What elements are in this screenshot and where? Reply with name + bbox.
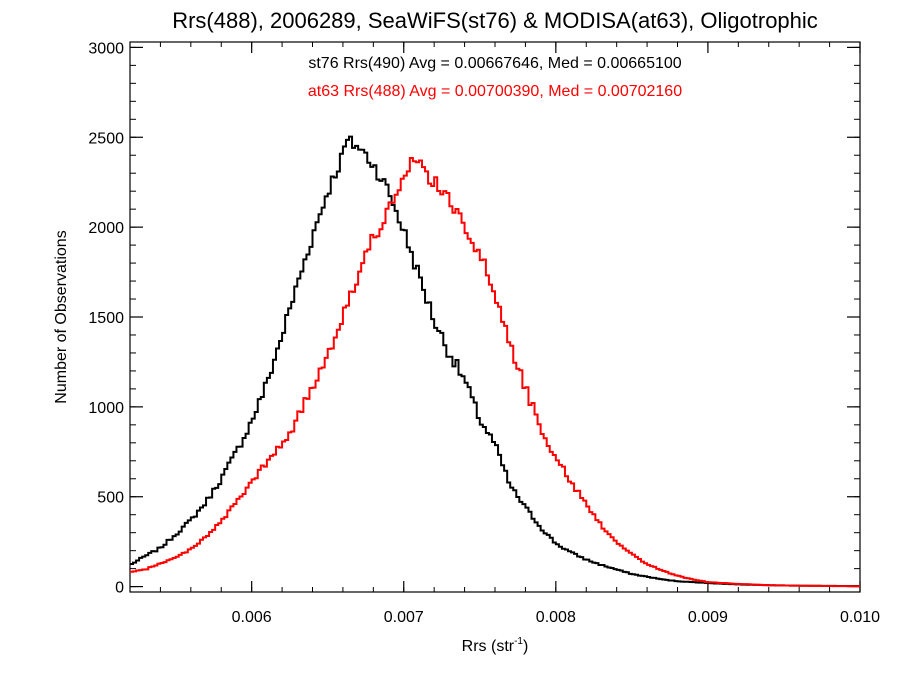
series-line-st76 [130, 135, 860, 588]
x-axis-label: Rrs (str-1) [462, 636, 529, 655]
x-tick-label: 0.010 [840, 609, 880, 626]
y-tick-label: 2500 [88, 130, 124, 147]
x-tick-label: 0.009 [688, 609, 728, 626]
y-tick-label: 3000 [88, 40, 124, 57]
x-axis-label-close: ) [523, 638, 528, 655]
plot-frame [129, 41, 861, 593]
y-tick-label: 2000 [88, 220, 124, 237]
chart-title: Rrs(488), 2006289, SeaWiFS(st76) & MODIS… [172, 8, 818, 33]
legend-entry-at63: at63 Rrs(488) Avg = 0.00700390, Med = 0.… [308, 83, 682, 100]
y-tick-label: 1500 [88, 310, 124, 327]
y-tick-label: 0 [115, 580, 124, 597]
x-tick-label: 0.008 [536, 609, 576, 626]
x-axis-label-superscript: -1 [514, 636, 523, 647]
x-tick-label: 0.007 [384, 609, 424, 626]
legend-entry-st76: st76 Rrs(490) Avg = 0.00667646, Med = 0.… [308, 55, 681, 72]
series-line-at63 [130, 156, 860, 588]
y-tick-label: 1000 [88, 400, 124, 417]
y-tick-label: 500 [97, 490, 124, 507]
y-axis-label: Number of Observations [53, 230, 70, 403]
x-tick-label: 0.006 [232, 609, 272, 626]
x-axis-label-text: Rrs (str [462, 638, 515, 655]
